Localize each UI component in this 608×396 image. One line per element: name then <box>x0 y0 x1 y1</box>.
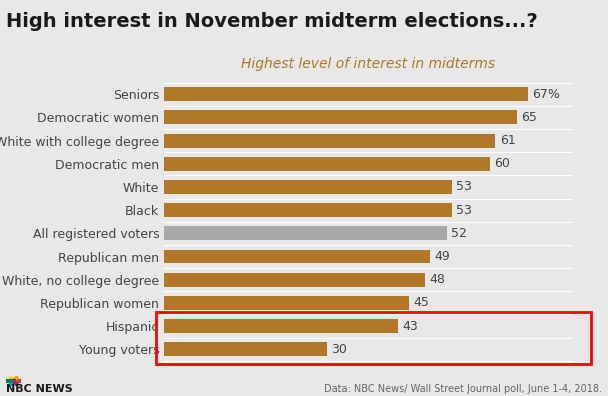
Bar <box>164 87 528 101</box>
Text: 67%: 67% <box>533 88 561 101</box>
Text: 60: 60 <box>494 157 510 170</box>
Bar <box>164 296 409 310</box>
Text: 53: 53 <box>457 204 472 217</box>
Text: 61: 61 <box>500 134 516 147</box>
Bar <box>164 319 398 333</box>
Text: 65: 65 <box>522 111 537 124</box>
Text: NBC NEWS: NBC NEWS <box>6 384 73 394</box>
Text: 43: 43 <box>402 320 418 333</box>
Text: High interest in November midterm elections...?: High interest in November midterm electi… <box>6 12 538 31</box>
Bar <box>164 203 452 217</box>
Text: Highest level of interest in midterms: Highest level of interest in midterms <box>241 57 495 71</box>
Bar <box>164 273 425 287</box>
Bar <box>164 249 430 263</box>
Text: 52: 52 <box>451 227 467 240</box>
Text: Data: NBC News/ Wall Street Journal poll, June 1-4, 2018.: Data: NBC News/ Wall Street Journal poll… <box>324 384 602 394</box>
Bar <box>164 157 490 171</box>
Bar <box>164 342 327 356</box>
Bar <box>156 312 590 364</box>
Text: 53: 53 <box>457 181 472 194</box>
Bar <box>164 110 517 124</box>
Bar <box>164 227 447 240</box>
Bar <box>164 134 496 148</box>
Text: 30: 30 <box>331 343 347 356</box>
Text: 49: 49 <box>435 250 451 263</box>
Bar <box>164 180 452 194</box>
Text: 48: 48 <box>429 273 445 286</box>
Text: 45: 45 <box>413 296 429 309</box>
